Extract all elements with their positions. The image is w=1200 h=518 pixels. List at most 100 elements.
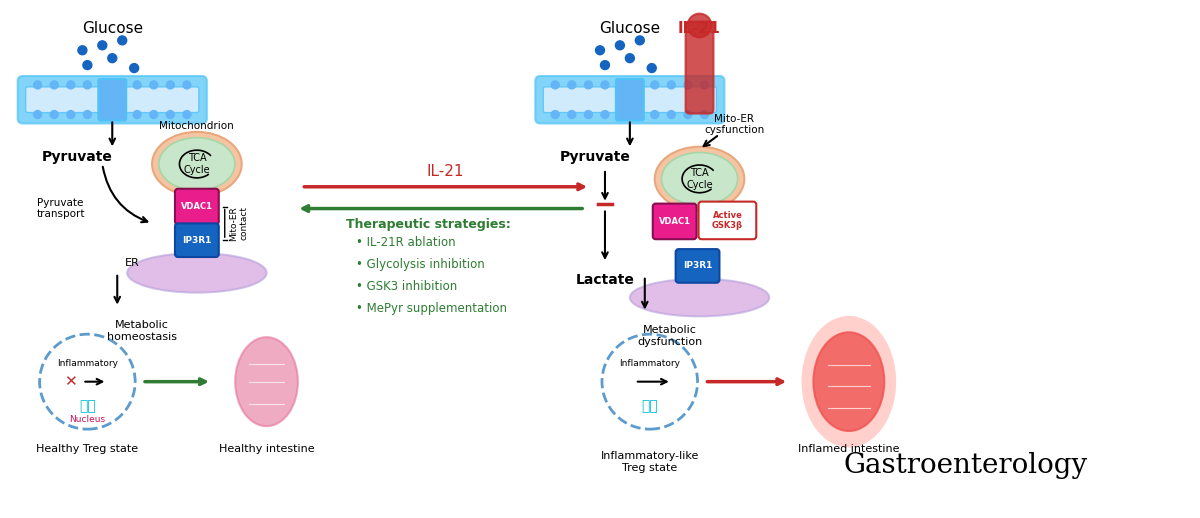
Circle shape: [118, 36, 127, 45]
Ellipse shape: [802, 316, 896, 448]
Text: ER: ER: [125, 258, 139, 268]
Circle shape: [647, 64, 656, 73]
Circle shape: [182, 111, 191, 119]
Circle shape: [601, 81, 608, 89]
Circle shape: [618, 81, 625, 89]
Text: Mito-ER
cysfunction: Mito-ER cysfunction: [704, 113, 764, 135]
FancyBboxPatch shape: [175, 223, 218, 257]
Circle shape: [34, 81, 42, 89]
Circle shape: [116, 81, 125, 89]
Circle shape: [130, 64, 139, 73]
Ellipse shape: [127, 253, 266, 293]
Circle shape: [701, 81, 708, 89]
Ellipse shape: [235, 337, 298, 426]
Text: Pyruvate: Pyruvate: [559, 150, 630, 164]
Circle shape: [616, 41, 624, 50]
Circle shape: [667, 111, 676, 119]
Circle shape: [67, 81, 74, 89]
Circle shape: [150, 111, 157, 119]
Text: ✕: ✕: [64, 374, 77, 389]
Circle shape: [600, 61, 610, 69]
Circle shape: [50, 81, 58, 89]
Circle shape: [625, 54, 635, 63]
Circle shape: [602, 334, 697, 429]
Circle shape: [167, 111, 174, 119]
Ellipse shape: [655, 147, 744, 211]
Circle shape: [568, 81, 576, 89]
FancyBboxPatch shape: [653, 204, 696, 239]
Text: Pyruvate: Pyruvate: [42, 150, 113, 164]
FancyBboxPatch shape: [98, 79, 126, 121]
Text: • MePyr supplementation: • MePyr supplementation: [356, 301, 508, 314]
FancyBboxPatch shape: [544, 87, 716, 112]
Circle shape: [133, 111, 142, 119]
Text: Mitochondrion: Mitochondrion: [160, 121, 234, 132]
Circle shape: [618, 111, 625, 119]
Text: • IL-21R ablation: • IL-21R ablation: [356, 236, 456, 249]
Circle shape: [551, 111, 559, 119]
Text: VDAC1: VDAC1: [659, 217, 691, 226]
Circle shape: [551, 81, 559, 89]
Text: IL-21: IL-21: [678, 21, 721, 36]
Circle shape: [50, 111, 58, 119]
Circle shape: [667, 81, 676, 89]
Circle shape: [78, 46, 86, 55]
Circle shape: [84, 111, 91, 119]
Text: IL-21: IL-21: [427, 164, 464, 179]
Text: Active
GSK3β: Active GSK3β: [712, 211, 743, 230]
FancyBboxPatch shape: [616, 79, 643, 121]
FancyBboxPatch shape: [698, 202, 756, 239]
Text: Therapeutic strategies:: Therapeutic strategies:: [346, 219, 511, 232]
Circle shape: [634, 111, 642, 119]
Text: Healthy Treg state: Healthy Treg state: [36, 444, 138, 454]
Text: Glucose: Glucose: [599, 21, 660, 36]
Circle shape: [40, 334, 136, 429]
Text: Glucose: Glucose: [82, 21, 143, 36]
Circle shape: [150, 81, 157, 89]
FancyBboxPatch shape: [175, 189, 218, 224]
Text: TCA
Cycle: TCA Cycle: [184, 153, 210, 175]
Text: Gastroenterology: Gastroenterology: [844, 452, 1087, 479]
Text: Inflamed intestine: Inflamed intestine: [798, 444, 900, 454]
Text: Pyruvate
transport: Pyruvate transport: [36, 198, 85, 219]
Text: Metabolic
dysfunction: Metabolic dysfunction: [637, 325, 702, 347]
FancyBboxPatch shape: [685, 22, 714, 113]
Ellipse shape: [661, 152, 738, 205]
FancyBboxPatch shape: [676, 249, 720, 283]
Circle shape: [116, 111, 125, 119]
Text: Metabolic
homeostasis: Metabolic homeostasis: [107, 320, 178, 342]
Circle shape: [634, 81, 642, 89]
Circle shape: [688, 13, 712, 37]
Circle shape: [601, 111, 608, 119]
Circle shape: [167, 81, 174, 89]
Circle shape: [182, 81, 191, 89]
Circle shape: [83, 61, 92, 69]
Circle shape: [635, 36, 644, 45]
Text: TCA
Cycle: TCA Cycle: [686, 168, 713, 190]
Text: IP3R1: IP3R1: [182, 236, 211, 244]
Circle shape: [684, 111, 692, 119]
Circle shape: [100, 81, 108, 89]
Text: Inflammatory-like
Treg state: Inflammatory-like Treg state: [600, 451, 698, 472]
Text: Inflammatory: Inflammatory: [619, 359, 680, 368]
Circle shape: [595, 46, 605, 55]
Text: VDAC1: VDAC1: [181, 202, 212, 211]
Circle shape: [98, 41, 107, 50]
Text: Inflammatory: Inflammatory: [56, 359, 118, 368]
Text: • Glycolysis inhibition: • Glycolysis inhibition: [356, 258, 485, 271]
Text: Lactate: Lactate: [576, 273, 635, 287]
Text: IP3R1: IP3R1: [683, 262, 713, 270]
Text: Healthy intestine: Healthy intestine: [218, 444, 314, 454]
Ellipse shape: [152, 132, 241, 196]
Text: Nucleus: Nucleus: [70, 415, 106, 424]
Circle shape: [650, 111, 659, 119]
Circle shape: [584, 111, 593, 119]
FancyBboxPatch shape: [535, 76, 725, 123]
FancyBboxPatch shape: [25, 87, 199, 112]
Circle shape: [650, 81, 659, 89]
Text: 〰〰: 〰〰: [641, 399, 658, 413]
Circle shape: [701, 111, 708, 119]
Circle shape: [100, 111, 108, 119]
Text: 〰〰: 〰〰: [79, 399, 96, 413]
Circle shape: [108, 54, 116, 63]
